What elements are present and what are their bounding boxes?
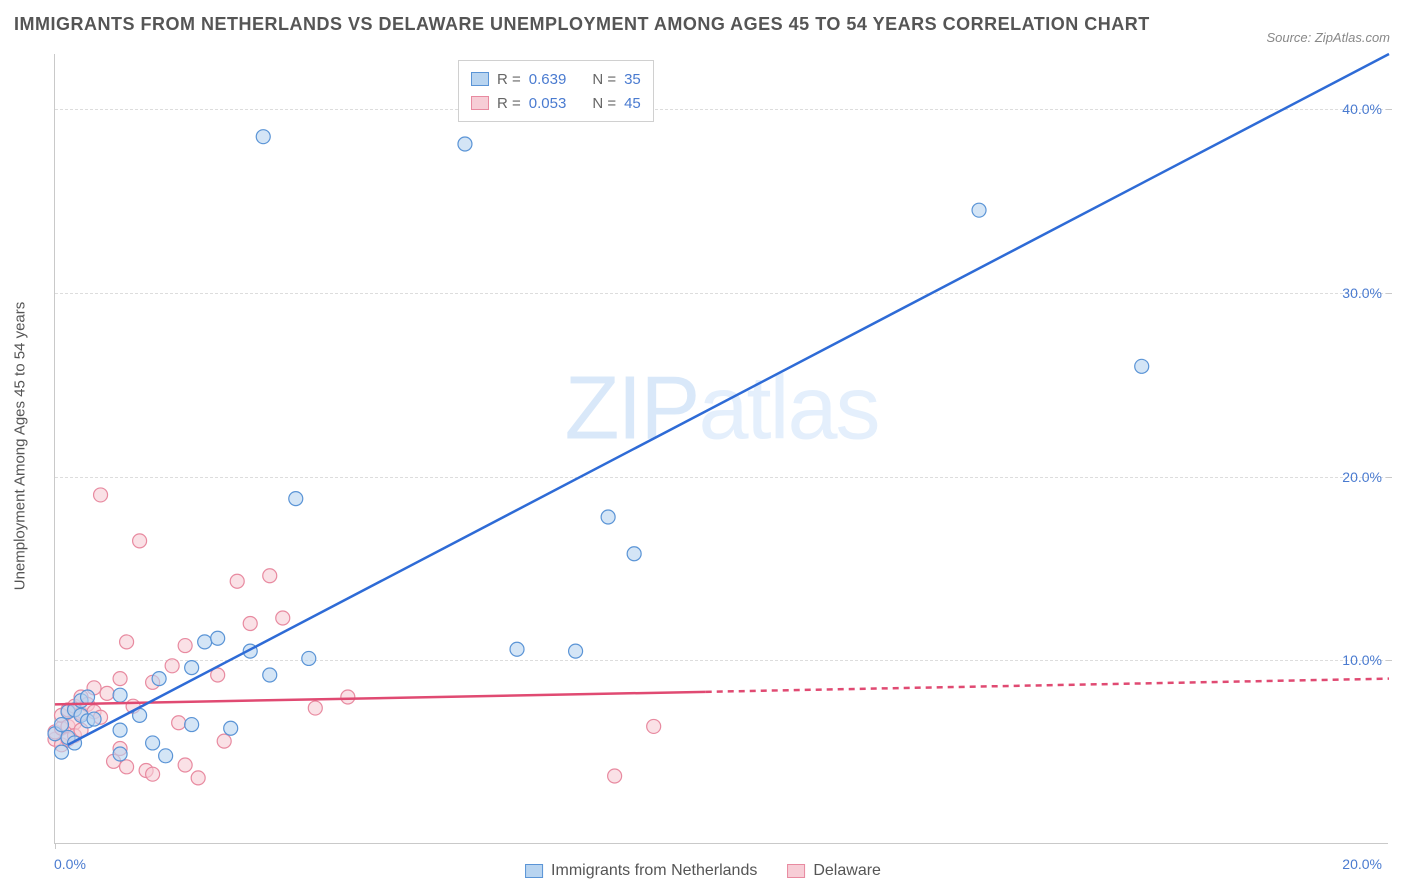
scatter-point bbox=[185, 718, 199, 732]
scatter-point bbox=[113, 688, 127, 702]
swatch-series-a bbox=[525, 864, 543, 878]
scatter-point bbox=[211, 631, 225, 645]
n-label: N = bbox=[592, 95, 616, 112]
scatter-point bbox=[243, 617, 257, 631]
x-tick-left: 0.0% bbox=[54, 856, 86, 872]
r-label: R = bbox=[497, 95, 521, 112]
scatter-point bbox=[165, 659, 179, 673]
legend-item-a: Immigrants from Netherlands bbox=[525, 862, 757, 880]
scatter-point bbox=[1135, 359, 1149, 373]
scatter-point bbox=[113, 747, 127, 761]
series-legend: Immigrants from Netherlands Delaware bbox=[525, 862, 881, 880]
scatter-point bbox=[263, 668, 277, 682]
chart-title: IMMIGRANTS FROM NETHERLANDS VS DELAWARE … bbox=[14, 14, 1150, 35]
stats-row-a: R = 0.639 N = 35 bbox=[471, 67, 641, 91]
scatter-point bbox=[224, 721, 238, 735]
plot-area: ZIPatlas bbox=[54, 54, 1388, 844]
scatter-point bbox=[308, 701, 322, 715]
r-value-a: 0.639 bbox=[529, 71, 567, 88]
n-value-b: 45 bbox=[624, 95, 641, 112]
scatter-point bbox=[191, 771, 205, 785]
scatter-point bbox=[510, 642, 524, 656]
source-label: Source: ZipAtlas.com bbox=[1266, 30, 1390, 45]
scatter-point bbox=[608, 769, 622, 783]
scatter-point bbox=[120, 635, 134, 649]
scatter-point bbox=[113, 723, 127, 737]
scatter-point bbox=[55, 718, 69, 732]
scatter-point bbox=[230, 574, 244, 588]
scatter-point bbox=[159, 749, 173, 763]
legend-item-b: Delaware bbox=[787, 862, 881, 880]
scatter-point bbox=[178, 758, 192, 772]
scatter-point bbox=[972, 203, 986, 217]
scatter-point bbox=[601, 510, 615, 524]
swatch-series-b bbox=[471, 96, 489, 110]
scatter-point bbox=[627, 547, 641, 561]
scatter-point bbox=[289, 492, 303, 506]
scatter-point bbox=[341, 690, 355, 704]
scatter-point bbox=[256, 130, 270, 144]
scatter-point bbox=[569, 644, 583, 658]
scatter-point bbox=[146, 736, 160, 750]
scatter-point bbox=[120, 760, 134, 774]
x-tick-mark-origin bbox=[55, 843, 56, 849]
series-a-name: Immigrants from Netherlands bbox=[551, 862, 757, 880]
y-axis-label: Unemployment Among Ages 45 to 54 years bbox=[12, 302, 29, 591]
scatter-point bbox=[185, 661, 199, 675]
r-value-b: 0.053 bbox=[529, 95, 567, 112]
scatter-point bbox=[100, 686, 114, 700]
scatter-point bbox=[146, 767, 160, 781]
scatter-point bbox=[94, 488, 108, 502]
scatter-point bbox=[81, 690, 95, 704]
series-b-name: Delaware bbox=[813, 862, 881, 880]
trend-line bbox=[706, 679, 1389, 692]
scatter-point bbox=[302, 651, 316, 665]
scatter-point bbox=[133, 534, 147, 548]
x-tick-right: 20.0% bbox=[1342, 856, 1382, 872]
scatter-point bbox=[178, 639, 192, 653]
stats-row-b: R = 0.053 N = 45 bbox=[471, 91, 641, 115]
scatter-point bbox=[87, 712, 101, 726]
swatch-series-b bbox=[787, 864, 805, 878]
swatch-series-a bbox=[471, 72, 489, 86]
n-value-a: 35 bbox=[624, 71, 641, 88]
scatter-point bbox=[55, 745, 69, 759]
scatter-point bbox=[647, 719, 661, 733]
scatter-point bbox=[263, 569, 277, 583]
n-label: N = bbox=[592, 71, 616, 88]
scatter-point bbox=[113, 672, 127, 686]
scatter-point bbox=[152, 672, 166, 686]
trend-line bbox=[68, 54, 1389, 745]
scatter-point bbox=[458, 137, 472, 151]
chart-svg bbox=[55, 54, 1388, 843]
scatter-point bbox=[172, 716, 186, 730]
scatter-point bbox=[198, 635, 212, 649]
trend-line bbox=[55, 692, 706, 705]
scatter-point bbox=[217, 734, 231, 748]
r-label: R = bbox=[497, 71, 521, 88]
scatter-point bbox=[276, 611, 290, 625]
stats-legend: R = 0.639 N = 35 R = 0.053 N = 45 bbox=[458, 60, 654, 122]
